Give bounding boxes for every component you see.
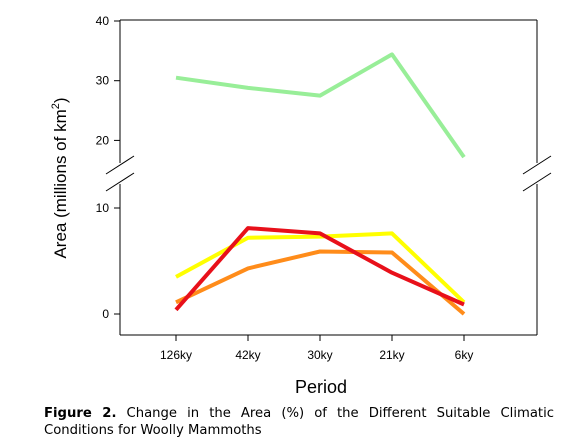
series-line-3 bbox=[175, 249, 466, 316]
figure-caption-label: Figure 2. bbox=[44, 406, 117, 421]
y-tick-label: 40 bbox=[96, 14, 110, 28]
x-ticks: 126ky 42ky 30ky 21ky 6ky bbox=[160, 335, 473, 362]
series-layer bbox=[174, 52, 466, 316]
axis-break-mark-left-2 bbox=[105, 172, 135, 192]
y-ticks: 0 10 20 30 40 bbox=[96, 14, 120, 321]
axis-break-mark-right-1 bbox=[522, 155, 552, 175]
line-chart: 0 10 20 30 40 126ky 42ky 30ky 21ky 6ky Period Ar… bbox=[50, 14, 552, 397]
plot-frame bbox=[105, 19, 552, 336]
y-axis-title-close: ) bbox=[51, 97, 70, 103]
series-line-4 bbox=[174, 226, 465, 312]
y-tick-label: 20 bbox=[96, 133, 110, 147]
y-axis-title-main: Area (millions of km bbox=[51, 109, 70, 258]
y-tick-label: 0 bbox=[102, 307, 109, 321]
y-axis-title: Area (millions of km2) bbox=[50, 97, 70, 258]
x-axis-title: Period bbox=[295, 377, 347, 397]
x-tick-label: 6ky bbox=[455, 348, 474, 362]
axis-break-mark-right-2 bbox=[522, 172, 552, 192]
x-tick-label: 21ky bbox=[379, 348, 404, 362]
axis-break-mark-left-1 bbox=[105, 155, 135, 175]
figure-caption-text: Change in the Area (%) of the Different … bbox=[44, 406, 554, 438]
figure-caption: Figure 2. Change in the Area (%) of the … bbox=[44, 405, 554, 439]
y-tick-label: 30 bbox=[96, 74, 110, 88]
y-tick-label: 10 bbox=[96, 201, 110, 215]
series-line-2 bbox=[175, 231, 466, 304]
series-line-1 bbox=[175, 52, 466, 159]
x-tick-label: 42ky bbox=[235, 348, 260, 362]
x-tick-label: 126ky bbox=[160, 348, 192, 362]
y-axis-title-superscript: 2 bbox=[50, 103, 62, 109]
x-tick-label: 30ky bbox=[307, 348, 332, 362]
